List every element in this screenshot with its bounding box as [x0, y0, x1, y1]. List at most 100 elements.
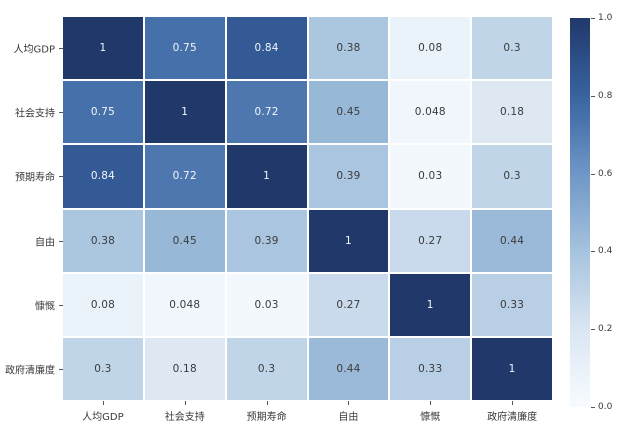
y-axis-label: 预期寿命 [15, 172, 55, 184]
heatmap-cell: 0.38 [308, 17, 389, 80]
cell-value: 0.03 [254, 298, 279, 311]
heatmap-cell: 0.84 [63, 145, 143, 208]
heatmap-cell: 0.33 [390, 337, 471, 400]
heatmap-cell: 0.75 [144, 17, 225, 80]
heatmap-cell: 0.75 [63, 81, 143, 144]
cell-value: 0.72 [172, 170, 197, 183]
cell-value: 0.3 [503, 42, 521, 55]
cell-value: 1 [181, 106, 189, 119]
cell-value: 0.72 [254, 106, 279, 119]
heatmap-cell: 1 [226, 145, 307, 208]
cell-value: 0.45 [336, 106, 361, 119]
cell-value: 0.3 [94, 362, 112, 375]
cell-value: 0.03 [418, 170, 443, 183]
cell-value: 1 [99, 42, 107, 55]
colorbar-tick-label: 0.0 [598, 402, 613, 412]
heatmap-cell: 0.44 [472, 209, 552, 272]
colorbar-tick-mark [591, 173, 595, 175]
colorbar-tick-mark [591, 329, 595, 331]
colorbar-tick-mark [591, 95, 595, 97]
heatmap-cell: 1 [308, 209, 389, 272]
cell-value: 0.33 [499, 298, 525, 311]
x-axis-tick [348, 401, 350, 405]
heatmap-cell: 0.08 [390, 17, 471, 80]
heatmap-cell: 0.03 [390, 145, 471, 208]
cell-value: 0.08 [90, 298, 115, 311]
colorbar-tick-mark [591, 18, 595, 19]
cell-value: 0.39 [336, 170, 361, 183]
x-axis-tick [266, 401, 268, 405]
cell-value: 0.18 [499, 106, 525, 119]
cell-value: 0.048 [414, 106, 446, 119]
y-axis-label: 自由 [35, 237, 55, 249]
x-axis-label: 慷慨 [420, 412, 441, 423]
heatmap-cell: 0.3 [226, 337, 307, 400]
cell-value: 0.33 [418, 362, 443, 375]
colorbar-tick-label: 1.0 [598, 13, 613, 23]
heatmap-cell: 0.27 [308, 273, 389, 336]
heatmap-cell: 1 [472, 337, 552, 400]
cell-value: 0.44 [499, 234, 525, 247]
heatmap-cell: 0.27 [390, 209, 471, 272]
heatmap-cell: 1 [63, 17, 143, 80]
x-axis-label: 人均GDP [82, 412, 124, 423]
cell-value: 0.39 [254, 234, 279, 247]
x-axis-label: 政府清廉度 [487, 412, 538, 423]
heatmap-cell: 0.3 [63, 337, 143, 400]
cell-value: 0.84 [254, 42, 279, 55]
cell-value: 0.84 [90, 170, 115, 183]
y-axis-tick [59, 48, 63, 50]
colorbar-tick-label: 0.6 [598, 168, 613, 179]
colorbar-tick-label: 0.2 [598, 324, 613, 335]
heatmap-cell: 0.03 [226, 273, 307, 336]
cell-value: 0.08 [418, 42, 443, 55]
cell-value: 0.38 [90, 234, 115, 247]
heatmap-cell: 0.048 [390, 81, 471, 144]
cell-value: 1 [426, 298, 434, 311]
y-axis-label: 人均GDP [13, 44, 55, 56]
y-axis-tick [59, 112, 63, 114]
cell-value: 0.3 [503, 170, 521, 183]
heatmap-cell: 0.45 [144, 209, 225, 272]
y-axis-tick [59, 368, 63, 370]
heatmap-cell: 0.18 [144, 337, 225, 400]
cell-value: 0.75 [90, 106, 115, 119]
heatmap-cell: 0.45 [308, 81, 389, 144]
cell-value: 1 [263, 170, 271, 183]
y-axis-tick [59, 176, 63, 178]
cell-value: 0.3 [257, 362, 276, 375]
heatmap-cell: 1 [390, 273, 471, 336]
heatmap-cell: 1 [144, 81, 225, 144]
x-axis-label: 社会支持 [164, 412, 205, 423]
x-axis-label: 自由 [338, 412, 359, 423]
x-axis-tick [430, 401, 432, 405]
cell-value: 0.38 [336, 42, 361, 55]
heatmap-cell: 0.72 [144, 145, 225, 208]
cell-value: 0.27 [418, 234, 443, 247]
cell-value: 0.27 [336, 298, 361, 311]
cell-value: 0.44 [336, 362, 361, 375]
heatmap-cell: 0.39 [226, 209, 307, 272]
heatmap-cell: 0.84 [226, 17, 307, 80]
colorbar-tick-label: 0.4 [598, 246, 613, 257]
x-axis-tick [184, 401, 186, 405]
colorbar-tick-mark [591, 407, 595, 408]
x-axis-tick [512, 401, 514, 405]
colorbar [570, 18, 590, 407]
x-axis-label: 预期寿命 [246, 412, 287, 423]
y-axis-tick [59, 240, 63, 242]
heatmap-cell: 0.08 [63, 273, 143, 336]
cell-value: 0.75 [172, 42, 197, 55]
heatmap-cell: 0.048 [144, 273, 225, 336]
y-axis-label: 社会支持 [15, 108, 55, 120]
x-axis-tick [102, 401, 104, 405]
y-axis-tick [59, 304, 63, 306]
heatmap-cell: 0.3 [472, 17, 552, 80]
colorbar-tick-label: 0.8 [598, 90, 613, 101]
cell-value: 0.45 [172, 234, 197, 247]
cell-value: 1 [508, 362, 516, 375]
heatmap-cell: 0.18 [472, 81, 552, 144]
heatmap-cell: 0.44 [308, 337, 389, 400]
y-axis-label: 慷慨 [35, 301, 55, 313]
